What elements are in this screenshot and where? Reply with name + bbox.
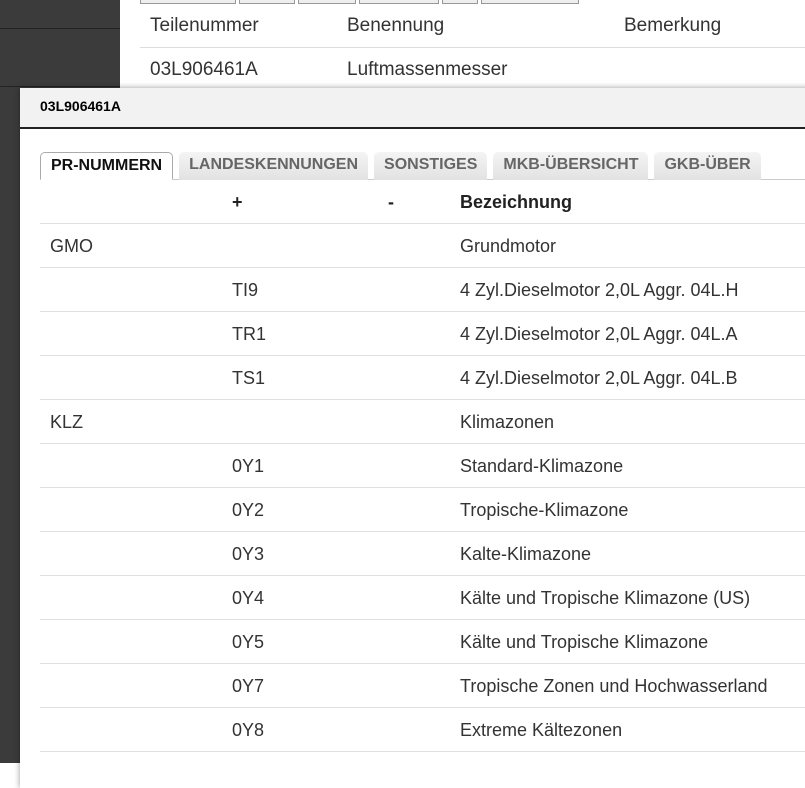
cell-plus: TI9 <box>232 280 259 300</box>
divider <box>0 86 120 87</box>
cell-plus: 0Y7 <box>232 676 265 696</box>
tab-sonstiges[interactable]: SONSTIGES <box>374 152 488 180</box>
table-row[interactable]: 0Y4 Kälte und Tropische Klimazone (US) <box>40 576 805 620</box>
divider <box>0 28 120 29</box>
cell-plus: 0Y5 <box>232 632 265 652</box>
cell-minus: - <box>388 192 394 212</box>
cell-plus: 0Y3 <box>232 544 265 564</box>
col-benennung: Benennung <box>347 14 445 36</box>
cell-bezeichnung: Bezeichnung <box>460 192 573 212</box>
parts-table: Teilenummer Benennung Bemerkung 03L90646… <box>140 0 805 92</box>
cell-bezeichnung: 4 Zyl.Dieselmotor 2,0L Aggr. 04L.B <box>460 368 738 388</box>
cell-teilenummer: 03L906461A <box>150 58 258 80</box>
cell-plus: TS1 <box>232 368 266 388</box>
cell-benennung: Luftmassenmesser <box>347 58 508 80</box>
cell-bezeichnung: Kälte und Tropische Klimazone (US) <box>460 588 751 608</box>
cell-bezeichnung: 4 Zyl.Dieselmotor 2,0L Aggr. 04L.A <box>460 324 738 344</box>
tab-landeskennungen[interactable]: LANDESKENNUNGEN <box>179 152 369 180</box>
tab-pr-nummern[interactable]: PR-NUMMERN <box>40 152 174 180</box>
cell-plus: + <box>232 192 243 212</box>
cell-bezeichnung: Tropische-Klimazone <box>460 500 629 520</box>
table-row[interactable]: 0Y2 Tropische-Klimazone <box>40 488 805 532</box>
background-tabs <box>140 0 579 4</box>
cell-bezeichnung: Tropische Zonen und Hochwasserland <box>460 676 768 696</box>
table-header: + - Bezeichnung <box>40 180 805 224</box>
dialog-title: 03L906461A <box>20 88 805 129</box>
cell-bezeichnung: Kälte und Tropische Klimazone <box>460 632 709 652</box>
cell-bezeichnung: Grundmotor <box>460 236 557 256</box>
col-teilenummer: Teilenummer <box>150 14 259 36</box>
table-row[interactable]: TS1 4 Zyl.Dieselmotor 2,0L Aggr. 04L.B <box>40 356 805 400</box>
tab-mkb-bersicht[interactable]: MKB-ÜBERSICHT <box>493 152 649 180</box>
table-row[interactable]: 0Y8 Extreme Kältezonen <box>40 708 805 752</box>
table-row[interactable]: TI9 4 Zyl.Dieselmotor 2,0L Aggr. 04L.H <box>40 268 805 312</box>
cell-bezeichnung: Standard-Klimazone <box>460 456 624 476</box>
cell-bezeichnung: Extreme Kältezonen <box>460 720 623 740</box>
table-row[interactable]: 03L906461A Luftmassenmesser <box>140 48 805 92</box>
cell-plus: 0Y8 <box>232 720 265 740</box>
cell-plus: 0Y2 <box>232 500 265 520</box>
table-row[interactable]: TR1 4 Zyl.Dieselmotor 2,0L Aggr. 04L.A <box>40 312 805 356</box>
pr-number-table: + - Bezeichnung GMO Grundmotor TI9 4 Zyl.Diese… <box>40 180 805 752</box>
tab-bar: PR-NUMMERN LANDESKENNUNGEN SONSTIGES MKB-ÜB… <box>40 152 805 180</box>
col-bemerkung: Bemerkung <box>624 14 722 36</box>
cell-plus: TR1 <box>232 324 267 344</box>
table-header: Teilenummer Benennung Bemerkung <box>140 4 805 48</box>
cell-bezeichnung: Kalte-Klimazone <box>460 544 592 564</box>
table-row[interactable]: 0Y3 Kalte-Klimazone <box>40 532 805 576</box>
cell-bezeichnung: Klimazonen <box>460 412 555 432</box>
table-row[interactable]: 0Y1 Standard-Klimazone <box>40 444 805 488</box>
cell-bezeichnung: 4 Zyl.Dieselmotor 2,0L Aggr. 04L.H <box>460 280 739 300</box>
cell-group: GMO <box>50 236 93 256</box>
part-detail-dialog: 03L906461A PR-NUMMERN LANDESKENNUNGEN SONS… <box>20 88 805 788</box>
table-row[interactable]: KLZ Klimazonen <box>40 400 805 444</box>
table-row[interactable]: 0Y7 Tropische Zonen und Hochwasserland <box>40 664 805 708</box>
cell-group: KLZ <box>50 412 84 432</box>
cell-plus: 0Y1 <box>232 456 265 476</box>
tab-gkb-ber[interactable]: GKB-ÜBER <box>654 152 761 180</box>
cell-plus: 0Y4 <box>232 588 265 608</box>
table-row[interactable]: 0Y5 Kälte und Tropische Klimazone <box>40 620 805 664</box>
table-row[interactable]: GMO Grundmotor <box>40 224 805 268</box>
